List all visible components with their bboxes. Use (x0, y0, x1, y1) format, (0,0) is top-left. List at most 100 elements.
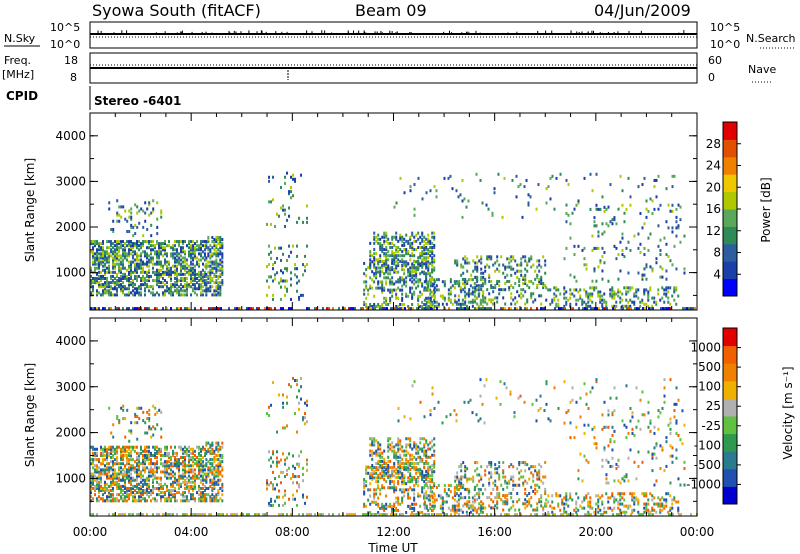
range-gate-cell (653, 300, 656, 304)
range-gate-cell (140, 270, 142, 274)
range-gate-cell (98, 246, 100, 250)
range-gate-cell (401, 298, 404, 302)
range-gate-cell (381, 486, 384, 490)
range-gate-cell (216, 307, 218, 311)
range-gate-cell (146, 484, 148, 488)
range-gate-cell (391, 480, 394, 484)
range-gate-cell (220, 307, 222, 311)
range-gate-cell (363, 261, 366, 265)
range-gate-cell (496, 296, 499, 300)
range-gate-cell (365, 504, 368, 508)
range-gate-cell (104, 484, 106, 488)
range-gate-cell (162, 266, 164, 270)
range-gate-cell (136, 470, 138, 474)
range-gate-cell (464, 465, 467, 469)
range-gate-cell (365, 284, 368, 288)
range-gate-cell (132, 254, 134, 258)
range-gate-cell (667, 255, 670, 259)
range-gate-cell (413, 498, 416, 502)
range-gate-cell (381, 464, 384, 468)
range-gate-cell (166, 254, 168, 258)
range-gate-cell (140, 260, 142, 264)
range-gate-cell (112, 423, 115, 427)
range-gate-cell (174, 260, 176, 264)
range-gate-cell (130, 491, 132, 495)
range-gate-cell (194, 476, 196, 480)
range-gate-cell (268, 450, 271, 454)
range-gate-cell (134, 466, 136, 470)
range-gate-cell (643, 288, 646, 292)
range-gate-cell (274, 273, 277, 277)
range-gate-cell (202, 478, 204, 482)
range-gate-cell (572, 307, 574, 311)
range-gate-cell (221, 445, 224, 449)
range-gate-cell (217, 276, 220, 280)
range-gate-cell (128, 447, 130, 451)
range-gate-cell (154, 406, 157, 410)
range-gate-cell (211, 493, 214, 497)
range-gate-cell (136, 274, 138, 278)
range-gate-cell (138, 466, 140, 470)
range-gate-cell (194, 248, 196, 252)
range-gate-cell (158, 408, 161, 412)
range-gate-cell (477, 288, 480, 292)
range-gate-cell (463, 302, 466, 306)
range-gate-cell (130, 272, 132, 276)
range-gate-cell (96, 272, 98, 276)
range-gate-cell (393, 486, 396, 490)
range-gate-cell (188, 453, 190, 457)
range-gate-cell (198, 279, 200, 283)
range-gate-cell (98, 276, 100, 280)
range-gate-cell (158, 493, 160, 497)
range-gate-cell (209, 466, 212, 470)
range-gate-cell (118, 484, 120, 488)
range-gate-cell (96, 262, 98, 266)
range-gate-cell (536, 275, 539, 279)
range-gate-cell (425, 256, 428, 260)
range-gate-cell (425, 274, 428, 278)
range-gate-cell (423, 506, 426, 510)
range-gate-cell (395, 471, 398, 475)
range-gate-cell (421, 258, 424, 262)
range-gate-cell (379, 286, 382, 290)
range-gate-cell (202, 293, 204, 297)
range-gate-cell (500, 255, 503, 259)
range-gate-cell (411, 266, 414, 270)
range-gate-cell (429, 292, 432, 296)
range-gate-cell (425, 483, 428, 487)
range-gate-cell (686, 307, 688, 311)
range-gate-cell (128, 453, 130, 457)
range-gate-cell (132, 486, 134, 490)
nsky-label: N.Sky (4, 32, 36, 45)
range-gate-cell (174, 272, 176, 276)
range-gate-cell (138, 291, 140, 295)
range-gate-cell (407, 437, 410, 441)
range-gate-cell (200, 285, 202, 289)
range-gate-cell (564, 307, 566, 311)
range-gate-cell (166, 252, 168, 256)
range-gate-cell (170, 270, 172, 274)
range-gate-cell (528, 257, 531, 261)
range-gate-cell (512, 257, 515, 261)
range-gate-cell (174, 283, 176, 287)
range-gate-cell (180, 240, 182, 244)
range-gate-cell (158, 248, 160, 252)
range-gate-cell (365, 305, 368, 309)
range-gate-cell (120, 246, 122, 250)
station-title: Syowa South (fitACF) (92, 1, 261, 20)
range-gate-cell (94, 244, 96, 248)
range-gate-cell (639, 300, 642, 304)
range-gate-cell (162, 486, 164, 490)
range-gate-cell (215, 252, 218, 256)
range-gate-cell (112, 480, 114, 484)
range-gate-cell (94, 486, 96, 490)
range-gate-cell (128, 293, 130, 297)
range-gate-cell (652, 307, 654, 311)
range-gate-cell (603, 261, 606, 265)
range-gate-cell (647, 298, 650, 302)
range-gate-cell (90, 242, 92, 246)
range-gate-cell (399, 235, 402, 239)
range-gate-cell (140, 406, 143, 410)
range-gate-cell (482, 292, 485, 296)
